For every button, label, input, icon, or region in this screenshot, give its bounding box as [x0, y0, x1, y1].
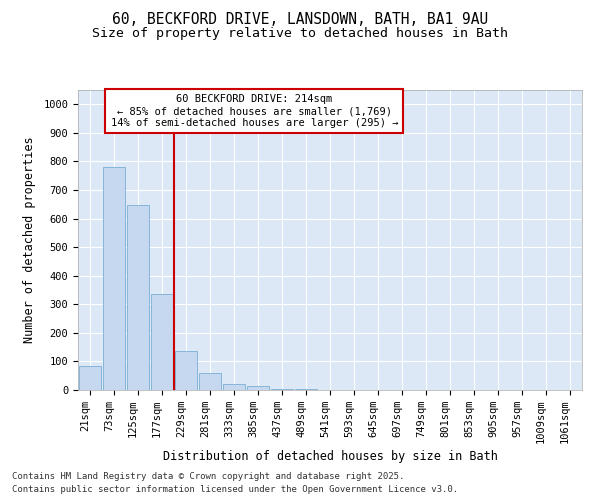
- Bar: [199, 374, 221, 390]
- Text: Contains public sector information licensed under the Open Government Licence v3: Contains public sector information licen…: [12, 485, 458, 494]
- Bar: [151, 294, 173, 390]
- Bar: [247, 386, 269, 390]
- Text: 60, BECKFORD DRIVE, LANSDOWN, BATH, BA1 9AU: 60, BECKFORD DRIVE, LANSDOWN, BATH, BA1 …: [112, 12, 488, 28]
- X-axis label: Distribution of detached houses by size in Bath: Distribution of detached houses by size …: [163, 450, 497, 464]
- Bar: [103, 167, 125, 390]
- Text: Contains HM Land Registry data © Crown copyright and database right 2025.: Contains HM Land Registry data © Crown c…: [12, 472, 404, 481]
- Text: Size of property relative to detached houses in Bath: Size of property relative to detached ho…: [92, 28, 508, 40]
- Bar: [223, 384, 245, 390]
- Y-axis label: Number of detached properties: Number of detached properties: [23, 136, 37, 344]
- Text: 60 BECKFORD DRIVE: 214sqm
← 85% of detached houses are smaller (1,769)
14% of se: 60 BECKFORD DRIVE: 214sqm ← 85% of detac…: [110, 94, 398, 128]
- Bar: [271, 388, 293, 390]
- Bar: [79, 366, 101, 390]
- Bar: [127, 205, 149, 390]
- Bar: [175, 352, 197, 390]
